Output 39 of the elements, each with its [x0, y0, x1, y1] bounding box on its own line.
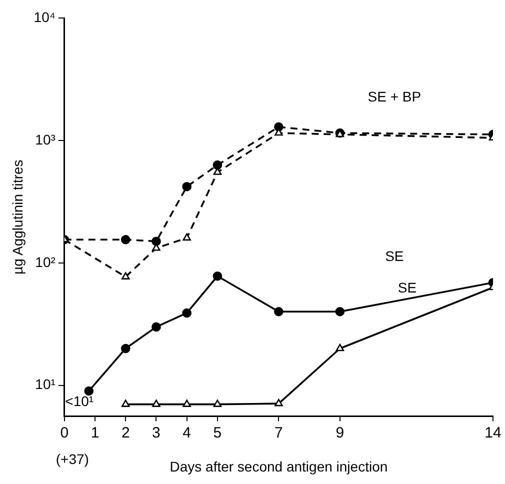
point	[182, 400, 191, 407]
y-tick-label: 10³	[35, 131, 56, 148]
point	[274, 398, 283, 406]
point	[182, 233, 191, 241]
point	[122, 272, 130, 280]
annotation: <10¹	[65, 393, 94, 410]
point	[274, 306, 284, 316]
point	[120, 234, 130, 244]
text: (+37)	[56, 451, 89, 468]
point	[335, 306, 345, 316]
y-axis-title: µg Agglutinin titres	[9, 160, 26, 274]
point	[120, 344, 130, 354]
y-tick-label: 10²	[35, 254, 56, 270]
point	[182, 308, 192, 318]
annotation: SE	[398, 280, 417, 296]
x-tick-label: 2	[121, 424, 130, 442]
point	[152, 322, 161, 332]
annotation: SE + BP	[368, 88, 422, 104]
x-tick-label: 5	[213, 424, 222, 442]
x-tick-label: 1	[90, 424, 100, 442]
point	[182, 182, 192, 192]
point	[336, 344, 344, 352]
x-tick-label: 3	[152, 424, 160, 442]
annotation: SE	[385, 248, 404, 264]
point	[152, 400, 160, 407]
point	[84, 386, 94, 396]
point	[122, 400, 130, 407]
point	[212, 271, 222, 281]
point	[213, 400, 222, 407]
x-tick-label: 0	[60, 424, 69, 442]
x-tick-label: 14	[484, 424, 502, 442]
y-tick-label: 10¹	[35, 376, 56, 392]
x-tick-label: 7	[274, 424, 283, 442]
x-tick-label: 4	[182, 424, 192, 442]
x-tick-label: 9	[336, 424, 344, 442]
point	[152, 236, 161, 246]
point	[212, 160, 222, 170]
y-tick-label: 10⁴	[34, 8, 56, 25]
x-axis-title: Days after second antigen injection	[170, 458, 388, 474]
